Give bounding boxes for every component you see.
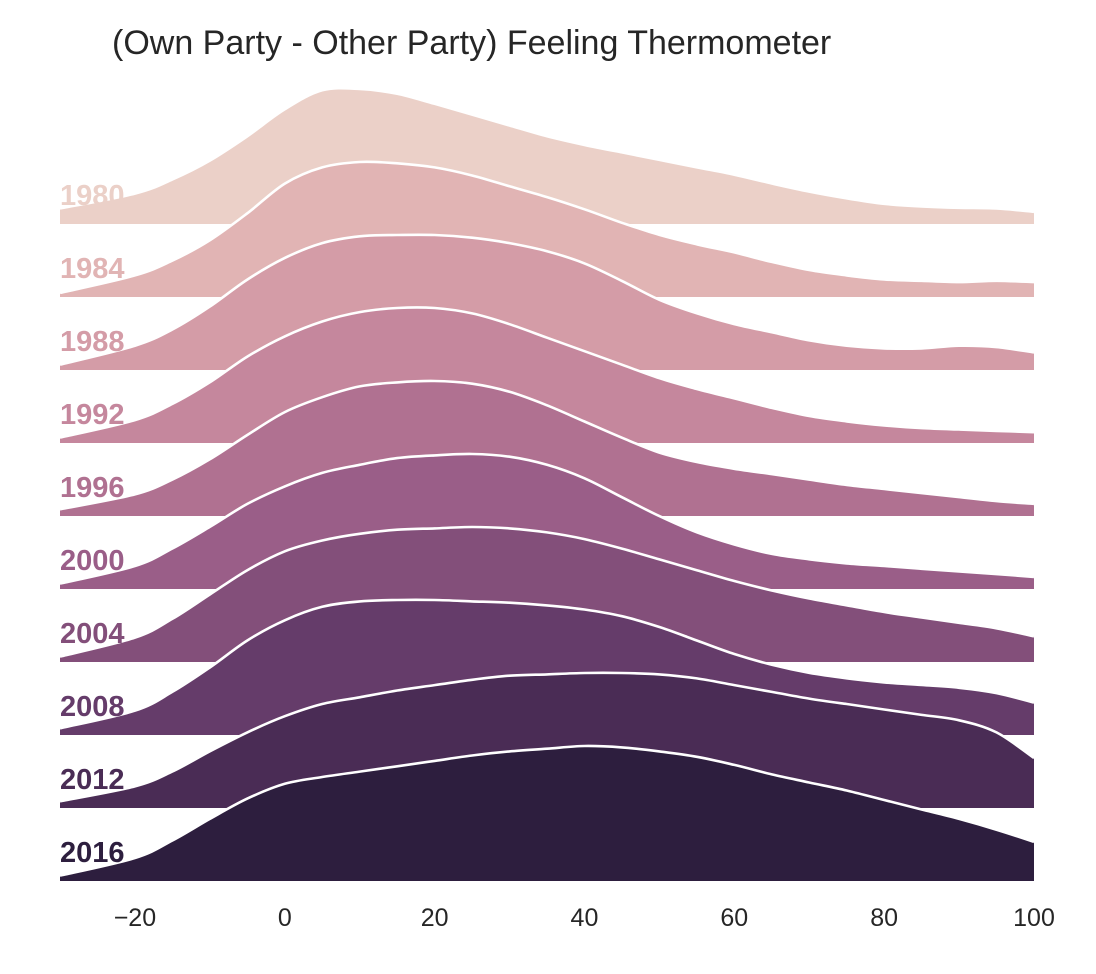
x-tick-label: 20 [421,904,449,932]
ridge-outline-1996 [59,379,1035,511]
ridge-outline-1984 [59,160,1035,295]
ridge-outline-2012 [59,671,1035,803]
ridge-outline-1992 [59,306,1035,439]
year-label-1984: 1984 [60,253,125,285]
year-label-2008: 2008 [60,691,125,723]
x-tick-label: 0 [278,904,292,932]
year-label-1980: 1980 [60,180,125,212]
year-label-2012: 2012 [60,764,125,796]
x-tick-label: 40 [571,904,599,932]
ridge-outline-1988 [59,233,1035,366]
x-tick-label: −20 [114,904,156,932]
ridges [59,86,1035,881]
ridge-outline-2016 [59,744,1035,877]
year-labels: 1980 1984 1988 1992 1996 2000 2004 2008 2012 2016 [60,180,125,869]
ridge-2016 [59,744,1035,881]
x-tick-label: 80 [870,904,898,932]
ridge-outline-2000 [59,452,1035,585]
year-label-1996: 1996 [60,472,125,504]
ridge-outline-1980 [59,86,1035,214]
year-label-1988: 1988 [60,326,125,358]
year-label-2004: 2004 [60,618,125,650]
ridge-outline-2004 [59,525,1035,658]
x-tick-label: 60 [720,904,748,932]
year-label-2016: 2016 [60,837,125,869]
x-axis-ticks: −20 0 20 40 60 80 100 [114,904,1055,932]
chart-title: (Own Party - Other Party) Feeling Thermo… [112,24,831,62]
year-label-1992: 1992 [60,399,125,431]
x-tick-label: 100 [1013,904,1055,932]
ridge-area-2012 [60,672,1034,808]
ridge-2012 [59,671,1035,808]
ridge-outline-2008 [59,598,1035,730]
year-label-2000: 2000 [60,545,125,577]
